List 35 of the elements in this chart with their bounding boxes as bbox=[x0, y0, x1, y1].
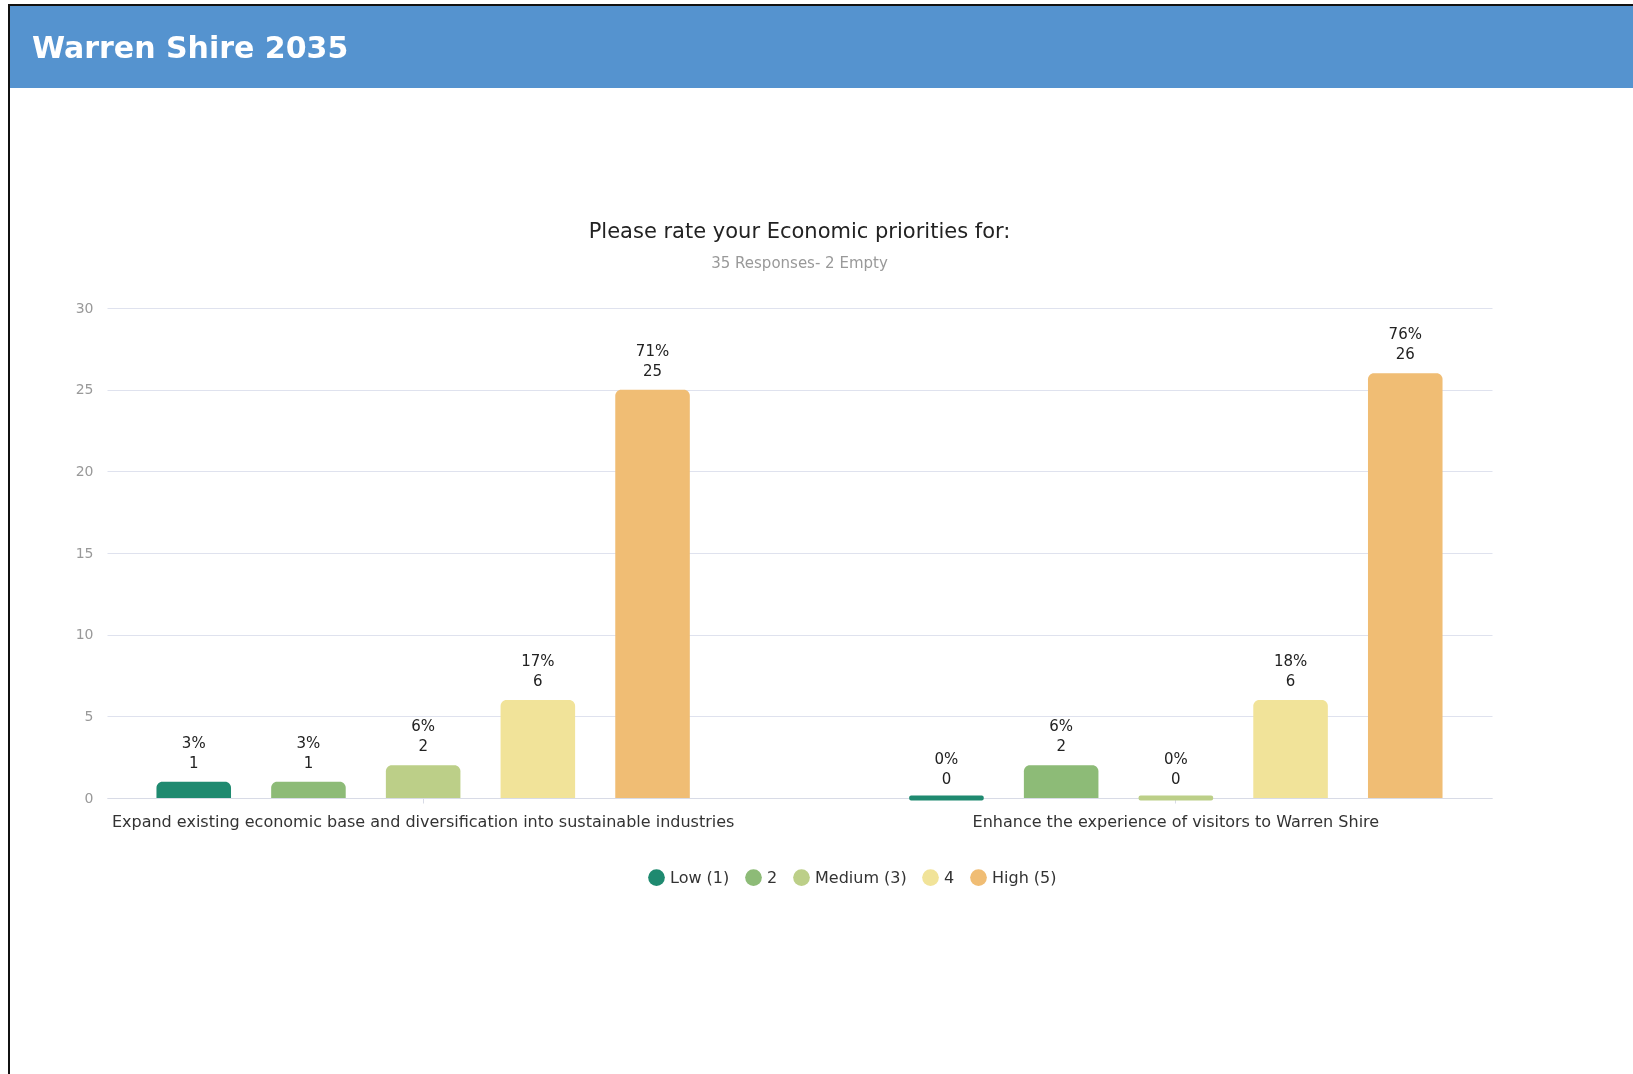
data-label: 3% 1 bbox=[181, 733, 206, 772]
legend-label: 4 bbox=[944, 867, 955, 887]
y-tick-label: 20 bbox=[75, 462, 94, 479]
legend-label: 2 bbox=[767, 867, 778, 887]
y-tick-label: 15 bbox=[75, 544, 94, 561]
x-tick-label: Expand existing economic base and diversification into sustainable industries bbox=[111, 811, 735, 831]
data-label: 3% 1 bbox=[296, 733, 321, 772]
data-label: 76% 26 bbox=[1388, 325, 1422, 364]
data-label: 0% 0 bbox=[934, 750, 959, 788]
x-tick-label: Enhance the experience of visitors to Warren Shire bbox=[972, 811, 1380, 831]
text: Warren Shire 2035 bbox=[10, 6, 1633, 88]
data-label: 71% 25 bbox=[635, 341, 670, 380]
chart-subtitle: 35 Responses- 2 Empty bbox=[711, 254, 888, 272]
data-label: 0% 0 bbox=[1163, 750, 1188, 788]
bar bbox=[156, 781, 232, 798]
y-tick-label: 25 bbox=[75, 381, 94, 398]
bar bbox=[1253, 700, 1328, 798]
legend-label: Medium (3) bbox=[815, 867, 907, 887]
bar bbox=[500, 700, 576, 798]
bar bbox=[271, 781, 346, 798]
data-label: 6% 2 bbox=[1049, 717, 1074, 756]
legend-label: Low (1) bbox=[670, 867, 730, 887]
y-tick-label: 10 bbox=[75, 626, 94, 643]
bar bbox=[385, 765, 461, 798]
data-label: 18% 6 bbox=[1273, 652, 1308, 690]
y-tick-label: 0 bbox=[84, 789, 94, 806]
y-tick-label: 5 bbox=[84, 707, 94, 724]
y-tick-label: 30 bbox=[75, 299, 94, 316]
bar bbox=[615, 389, 690, 798]
bar bbox=[1367, 373, 1443, 798]
bar bbox=[1023, 765, 1099, 798]
data-label: 17% 6 bbox=[521, 652, 555, 690]
legend-label: High (5) bbox=[992, 867, 1057, 887]
data-label: 6% 2 bbox=[411, 717, 436, 756]
chart-title: Please rate your Economic priorities for: bbox=[588, 219, 1011, 243]
